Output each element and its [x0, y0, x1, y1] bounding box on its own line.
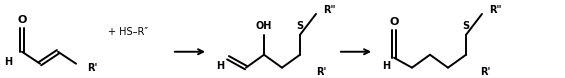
Text: H: H: [216, 61, 224, 71]
Text: O: O: [18, 15, 27, 25]
Text: R": R": [489, 5, 502, 15]
Text: H: H: [382, 61, 390, 71]
Text: OH: OH: [256, 21, 272, 31]
Text: R': R': [87, 63, 97, 73]
Text: S: S: [297, 21, 303, 31]
Text: H: H: [4, 57, 12, 67]
Text: S: S: [462, 21, 470, 31]
Text: R': R': [480, 67, 490, 77]
Text: R': R': [316, 67, 327, 77]
Text: R": R": [323, 5, 336, 15]
Text: O: O: [389, 17, 399, 27]
Text: + HS–R″: + HS–R″: [108, 27, 148, 37]
